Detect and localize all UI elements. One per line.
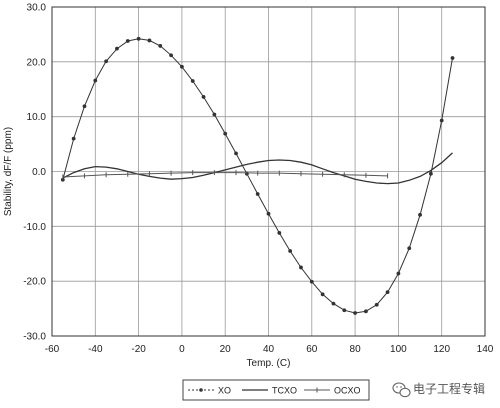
legend-label-tcxo: TCXO (272, 386, 297, 396)
data-point-xo (147, 38, 152, 43)
x-tick-label: 140 (477, 344, 494, 355)
x-tick-labels: -60 -40 -20 0 20 40 60 80 100 120 140 (45, 344, 494, 355)
data-point-xo (234, 151, 238, 156)
data-point-xo (158, 44, 163, 48)
legend-marker-xo (199, 388, 203, 392)
x-tick-label: -40 (88, 344, 103, 355)
x-tick-label: 80 (350, 344, 362, 355)
y-tick-labels: 30.0 20.0 10.0 0.0 -10.0 -20.0 -30.0 (23, 3, 46, 343)
data-point-xo (428, 171, 433, 176)
data-point-xo (190, 79, 195, 83)
series-line-ocxo (62, 172, 388, 178)
data-point-xo (93, 78, 98, 83)
watermark-text: 电子工程专辑 (413, 381, 485, 396)
y-tick-label: -20.0 (23, 277, 46, 288)
x-tick-label: 40 (263, 344, 275, 355)
data-point-xo (125, 39, 130, 43)
legend-label-xo: XO (218, 386, 231, 396)
legend-item-tcxo: TCXO (242, 386, 297, 396)
data-point-xo (136, 36, 141, 41)
legend: XO TCXO OCXO (182, 379, 370, 401)
x-tick-label: 0 (179, 344, 185, 355)
legend-box (182, 379, 370, 401)
data-point-xo (439, 118, 444, 123)
data-point-xo (353, 311, 357, 315)
x-tick-label: 20 (220, 344, 232, 355)
data-point-xo (288, 249, 293, 253)
data-point-xo (309, 279, 314, 284)
data-point-xo (180, 64, 184, 69)
y-tick-label: 10.0 (27, 112, 47, 123)
x-axis-title: Temp. (C) (247, 358, 291, 369)
legend-label-ocxo: OCXO (334, 386, 361, 396)
data-point-xo (169, 53, 173, 58)
data-point-xo (396, 271, 401, 276)
data-point-xo (331, 301, 336, 306)
y-tick-label: -30.0 (23, 332, 46, 343)
series-line-tcxo (62, 152, 453, 185)
series-layer (60, 36, 455, 315)
legend-item-ocxo: OCXO (304, 386, 361, 396)
y-tick-label: -10.0 (23, 222, 46, 233)
data-point-xo (450, 56, 455, 60)
data-point-xo (212, 112, 217, 117)
data-point-xo (104, 59, 109, 64)
series-ocxo (62, 170, 389, 180)
data-point-xo (201, 95, 206, 99)
x-tick-label: 120 (433, 344, 450, 355)
y-tick-label: 30.0 (27, 3, 47, 14)
x-tick-label: 60 (306, 344, 318, 355)
data-point-xo (320, 292, 325, 297)
y-axis-title: Stability, dF/F (ppm) (3, 127, 14, 216)
data-point-xo (223, 131, 228, 136)
legend-item-xo: XO (188, 386, 231, 396)
data-point-xo (374, 302, 379, 307)
data-point-xo (277, 231, 282, 235)
series-tcxo (62, 152, 453, 185)
data-point-xo (418, 212, 422, 217)
x-tick-label: -20 (131, 344, 146, 355)
x-tick-label: 100 (390, 344, 407, 355)
data-point-xo (364, 309, 368, 314)
wechat-icon (392, 382, 411, 398)
plot-frame (51, 6, 486, 337)
data-point-xo (299, 265, 303, 270)
data-point-xo (342, 308, 347, 313)
data-point-xo (82, 104, 87, 109)
data-point-xo (407, 246, 412, 251)
series-xo (60, 36, 455, 315)
data-point-xo (60, 177, 65, 182)
x-tick-label: -60 (45, 344, 60, 355)
watermark: 电子工程专辑 (392, 381, 485, 398)
data-point-xo (115, 46, 119, 51)
y-tick-label: 0.0 (32, 167, 46, 178)
data-point-xo (255, 192, 260, 196)
y-tick-label: 20.0 (27, 57, 47, 68)
data-point-xo (385, 290, 390, 295)
data-point-xo (266, 211, 271, 216)
data-point-xo (71, 136, 76, 141)
